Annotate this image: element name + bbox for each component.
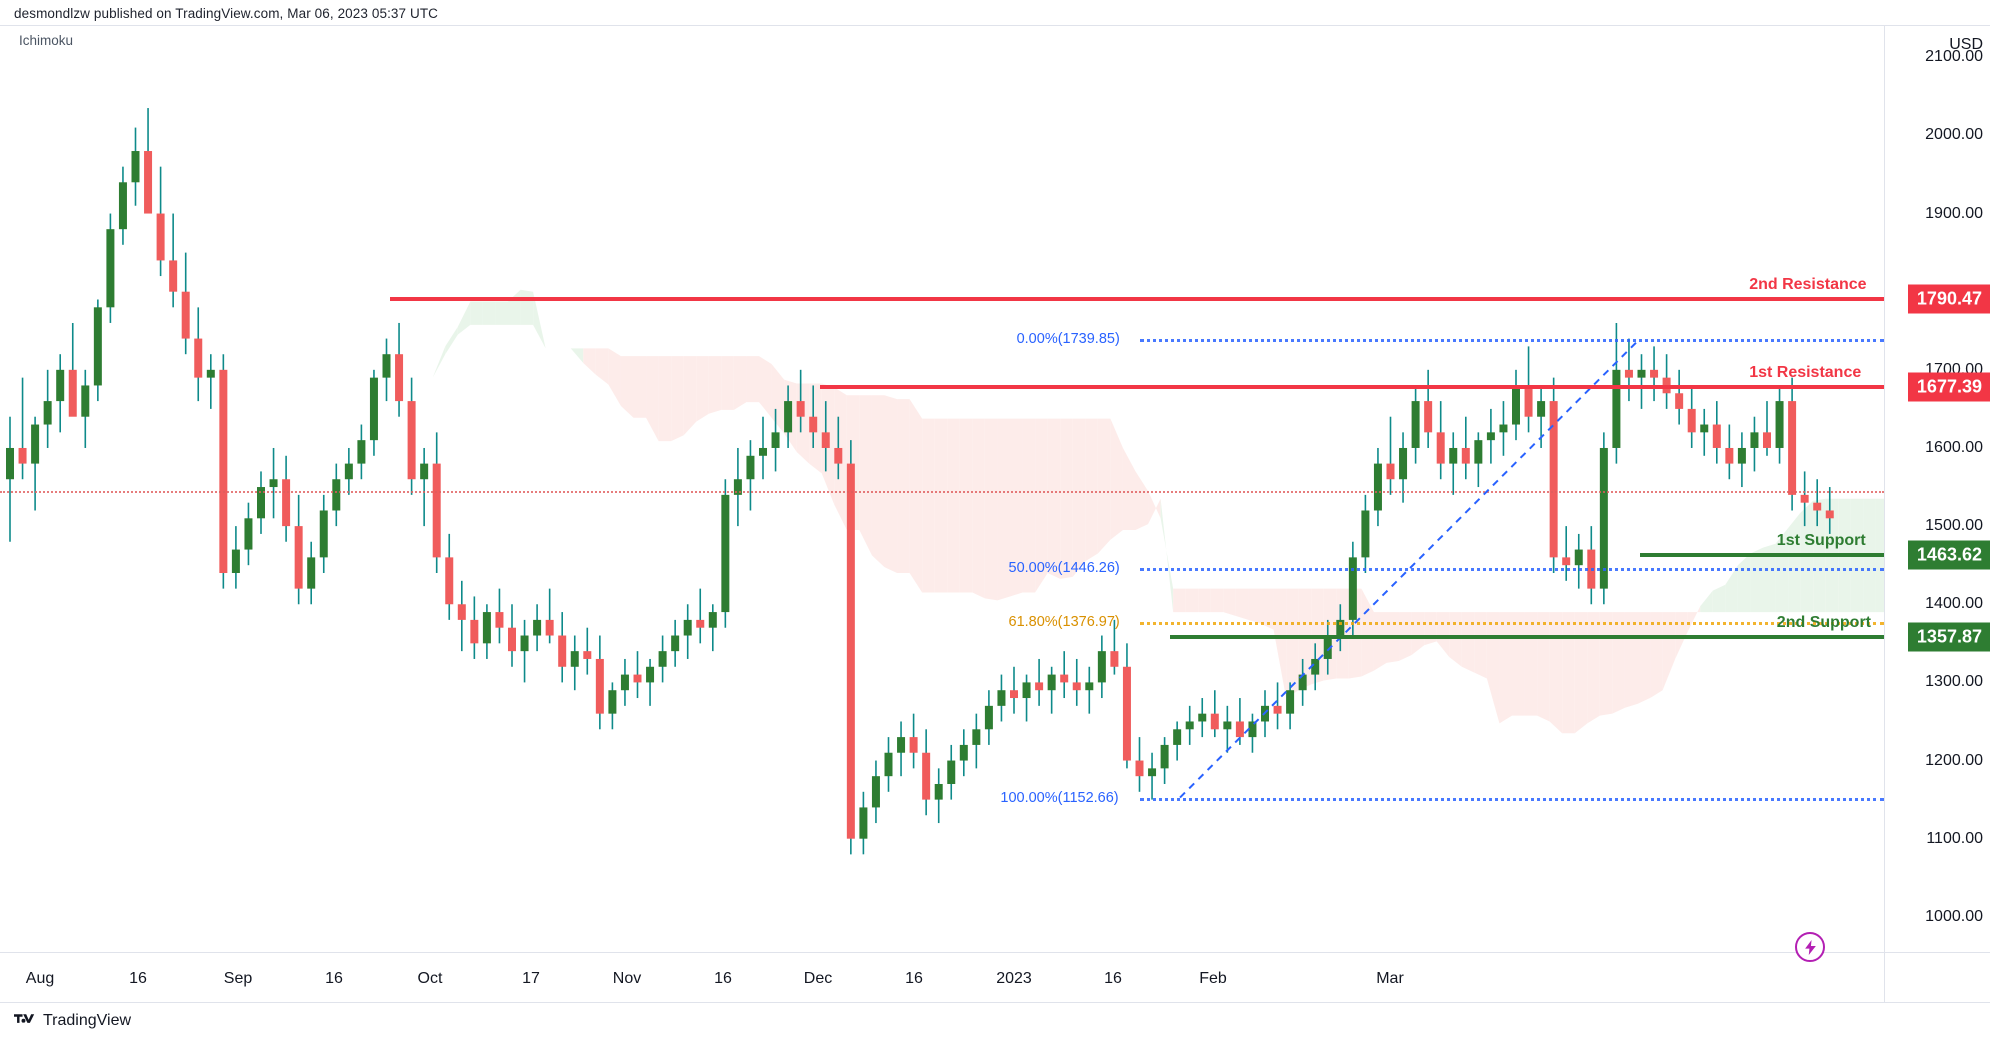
fib-100-label: 100.00%(1152.66): [1000, 789, 1119, 806]
fib-0-label: 0.00%(1739.85): [1016, 330, 1120, 347]
time-axis-tick: Dec: [803, 970, 833, 987]
header-divider: [0, 25, 1990, 26]
price-badge-first-resistance[interactable]: 1677.39: [1907, 372, 1990, 402]
fib-50-label: 50.00%(1446.26): [1008, 560, 1120, 577]
tradingview-logo[interactable]: TradingView: [14, 1012, 131, 1030]
time-axis-tick: Aug: [25, 970, 55, 987]
price-axis[interactable]: USD 2100.002000.001900.001800.001700.001…: [1884, 26, 1990, 952]
price-axis-tick: 1600.00: [1925, 438, 1983, 456]
chart-svg: [6, 108, 1884, 855]
price-axis-tick: 2100.00: [1925, 48, 1983, 66]
lightning-bolt-glyph: [1804, 939, 1816, 955]
fib-61-8-label: 61.80%(1376.97): [1008, 614, 1120, 631]
first-support-line[interactable]: [1640, 552, 1884, 557]
price-axis-currency: USD: [1949, 36, 1983, 53]
price-axis-tick: 1400.00: [1925, 595, 1983, 613]
time-axis-tick: 16: [714, 970, 732, 987]
time-axis-tick: 16: [129, 970, 147, 987]
first-resistance-line[interactable]: [820, 385, 1884, 390]
first-support-label: 1st Support: [1776, 531, 1866, 549]
time-axis-tick: Feb: [1199, 970, 1227, 987]
price-axis-tick: 1500.00: [1925, 517, 1983, 535]
time-axis-tick: 16: [325, 970, 343, 987]
footer-bar: TradingView: [0, 1002, 1990, 1039]
indicator-title[interactable]: Ichimoku: [19, 33, 74, 48]
lightning-icon[interactable]: [1795, 932, 1825, 962]
time-axis-tick: Oct: [417, 970, 443, 987]
price-badge-second-support[interactable]: 1357.87: [1907, 622, 1990, 652]
fib-0-line: [1140, 338, 1884, 342]
time-axis-tick: 17: [522, 970, 540, 987]
time-axis-tick: 16: [905, 970, 923, 987]
time-axis-tick: Sep: [223, 970, 253, 987]
fib-50-line: [1140, 568, 1884, 572]
price-axis-tick: 1100.00: [1926, 829, 1983, 847]
price-badge-second-resistance[interactable]: 1790.47: [1907, 284, 1990, 314]
price-axis-tick: 1200.00: [1925, 751, 1983, 769]
axis-corner: [1884, 952, 1990, 1002]
price-axis-tick: 1000.00: [1925, 907, 1983, 925]
second-resistance-label: 2nd Resistance: [1749, 276, 1867, 294]
tradingview-logo-icon: [14, 1014, 36, 1028]
first-resistance-label: 1st Resistance: [1749, 364, 1862, 382]
second-resistance-line[interactable]: [390, 297, 1884, 302]
time-axis-tick: 16: [1104, 970, 1122, 987]
price-axis-tick: 1300.00: [1925, 673, 1983, 691]
second-support-label: 2nd Support: [1776, 614, 1872, 632]
price-axis-tick: 1900.00: [1925, 204, 1983, 222]
time-axis-tick: 2023: [996, 970, 1032, 987]
tradingview-logo-text: TradingView: [43, 1012, 132, 1029]
publisher-attribution: desmondlzw published on TradingView.com,…: [14, 6, 439, 21]
time-axis-tick: Mar: [1376, 970, 1404, 987]
fib-61-8-line: [1140, 622, 1884, 626]
second-support-line[interactable]: [1170, 635, 1884, 640]
price-axis-tick: 2000.00: [1925, 126, 1983, 144]
base-line: [0, 490, 1884, 493]
fib-100-line: [1140, 797, 1884, 801]
price-badge-first-support[interactable]: 1463.62: [1907, 540, 1990, 570]
time-axis[interactable]: Aug 16 Sep 16 Oct 17 Nov 16 Dec 16 2023 16 Feb Mar: [0, 952, 1990, 1003]
chart-canvas[interactable]: [0, 26, 1884, 952]
time-axis-tick: Nov: [612, 970, 642, 987]
